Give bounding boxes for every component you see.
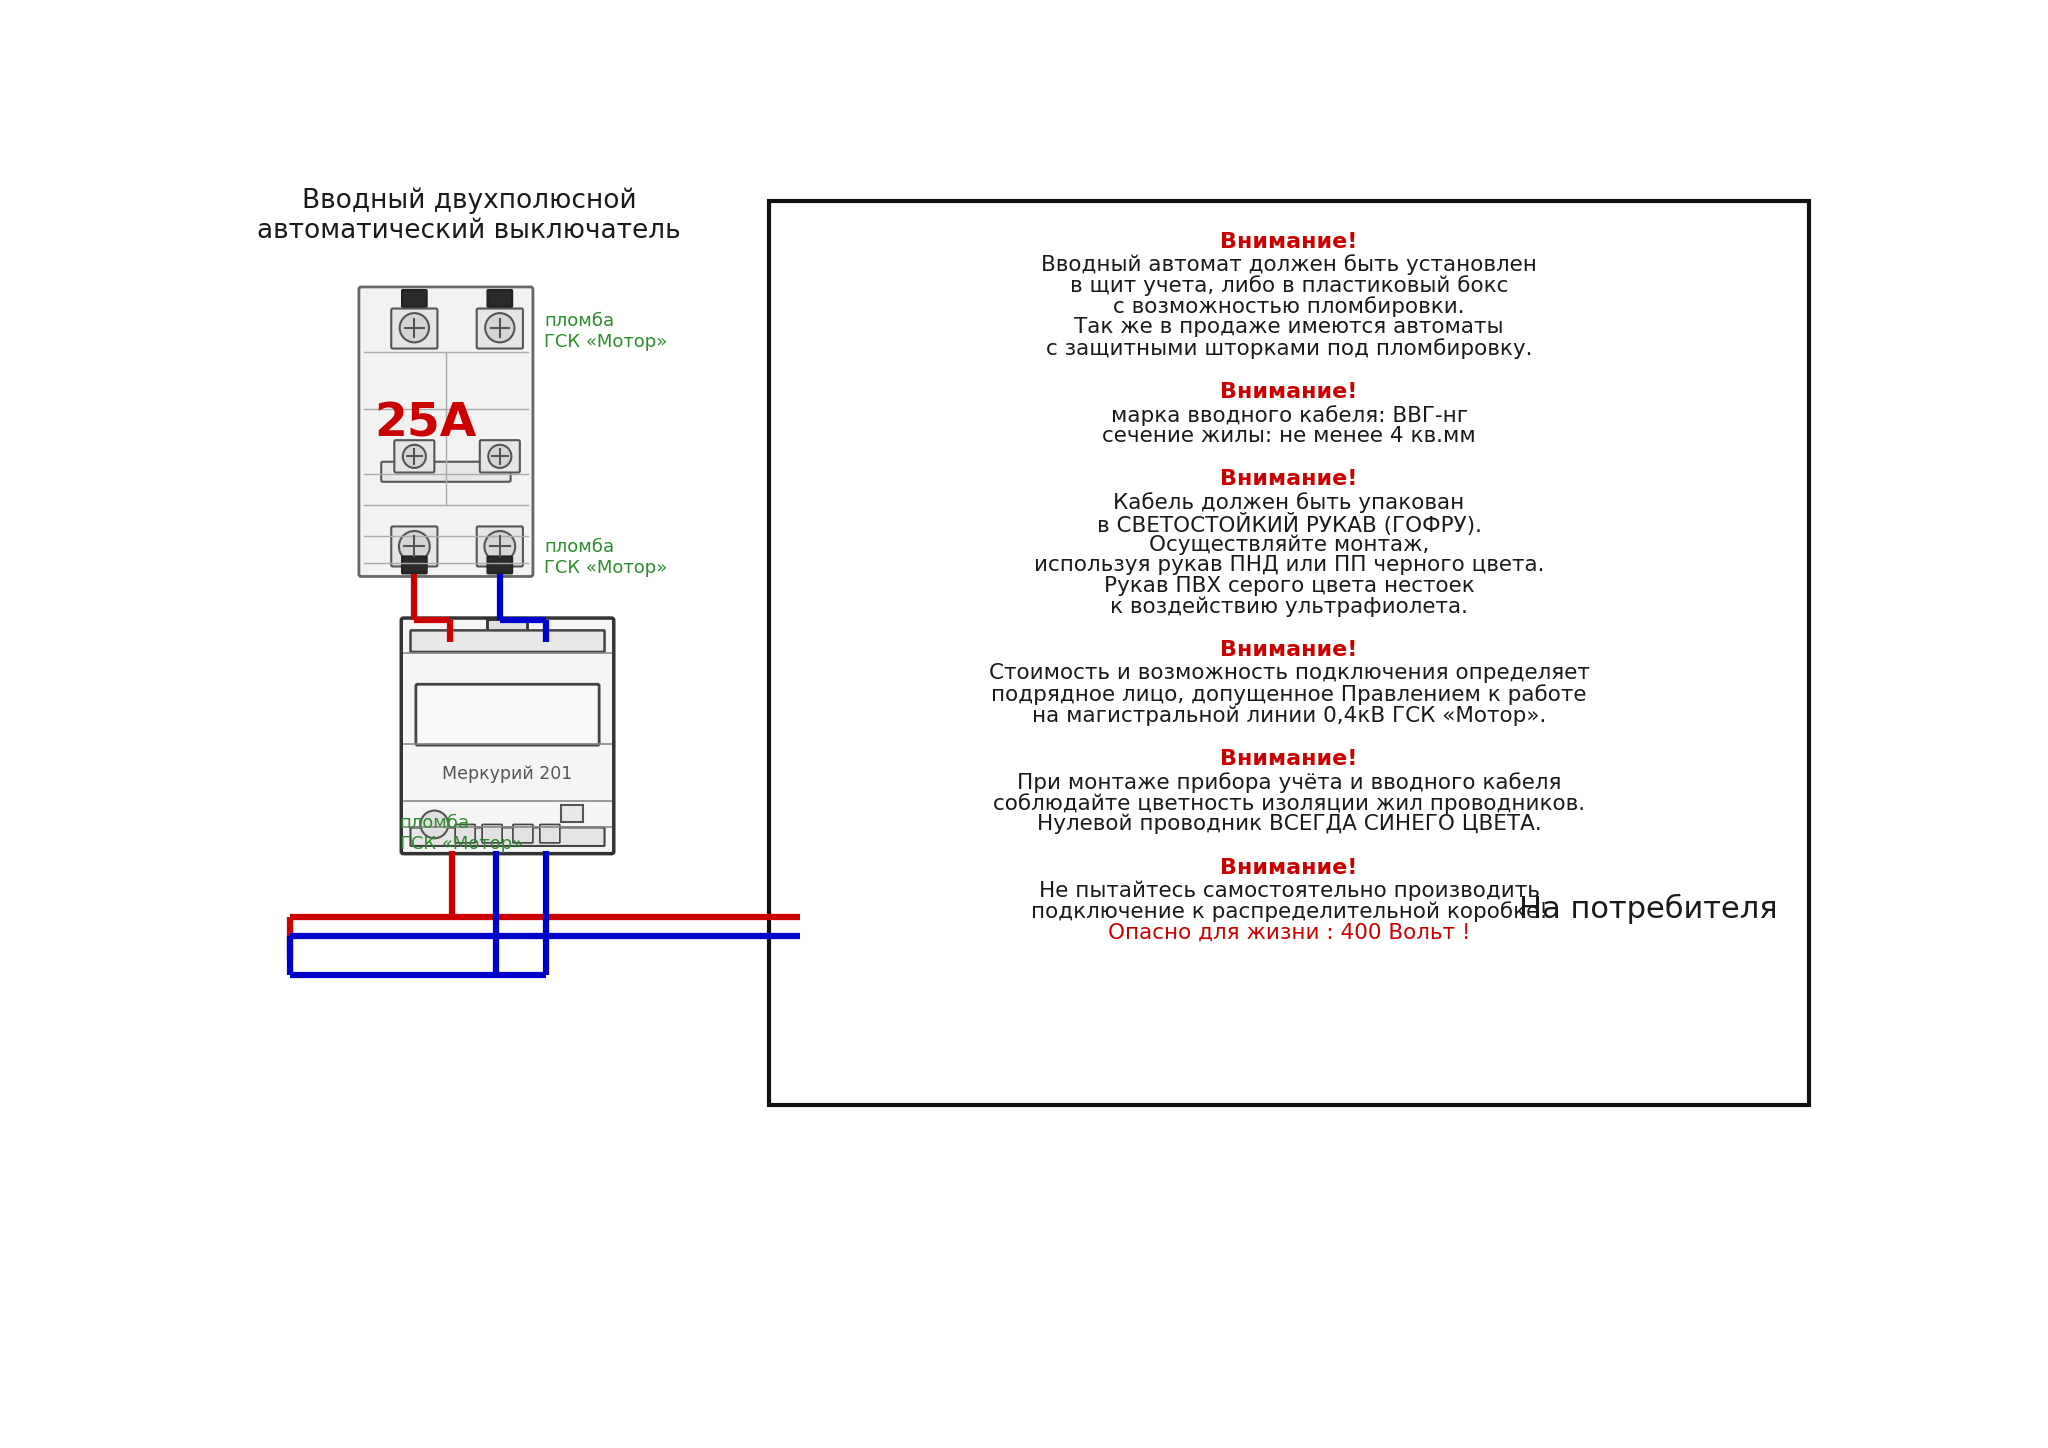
- Text: соблюдайте цветность изоляции жил проводников.: соблюдайте цветность изоляции жил провод…: [993, 794, 1585, 814]
- Text: пломба
ГСК «Мотор»: пломба ГСК «Мотор»: [545, 537, 668, 576]
- FancyBboxPatch shape: [410, 630, 604, 652]
- Text: пломба
ГСК «Мотор»: пломба ГСК «Мотор»: [545, 313, 668, 350]
- FancyBboxPatch shape: [395, 440, 434, 472]
- Text: Внимание!: Внимание!: [1221, 232, 1358, 252]
- FancyBboxPatch shape: [381, 462, 510, 482]
- Text: Внимание!: Внимание!: [1221, 640, 1358, 660]
- Circle shape: [403, 445, 426, 468]
- FancyBboxPatch shape: [477, 308, 522, 349]
- Text: 25А: 25А: [375, 401, 477, 446]
- FancyBboxPatch shape: [401, 290, 426, 307]
- FancyBboxPatch shape: [512, 824, 532, 843]
- Text: в щит учета, либо в пластиковый бокс: в щит учета, либо в пластиковый бокс: [1069, 275, 1507, 297]
- Text: Так же в продаже имеются автоматы: Так же в продаже имеются автоматы: [1075, 317, 1503, 337]
- Text: Не пытайтесь самостоятельно производить: Не пытайтесь самостоятельно производить: [1038, 880, 1540, 901]
- Text: Внимание!: Внимание!: [1221, 857, 1358, 877]
- Bar: [770, 201, 1808, 1105]
- Text: марка вводного кабеля: ВВГ-нг: марка вводного кабеля: ВВГ-нг: [1110, 405, 1468, 426]
- Text: подрядное лицо, допущенное Правлением к работе: подрядное лицо, допущенное Правлением к …: [991, 685, 1587, 705]
- FancyBboxPatch shape: [416, 685, 600, 746]
- Circle shape: [487, 445, 512, 468]
- Text: сечение жилы: не менее 4 кв.мм: сечение жилы: не менее 4 кв.мм: [1102, 426, 1477, 446]
- FancyBboxPatch shape: [477, 527, 522, 566]
- Text: Кабель должен быть упакован: Кабель должен быть упакован: [1114, 492, 1464, 514]
- Text: Стоимость и возможность подключения определяет: Стоимость и возможность подключения опре…: [989, 663, 1589, 683]
- Text: Меркурий 201: Меркурий 201: [442, 766, 573, 783]
- Text: При монтаже прибора учёта и вводного кабеля: При монтаже прибора учёта и вводного каб…: [1016, 772, 1561, 794]
- FancyBboxPatch shape: [487, 290, 512, 307]
- Text: к воздействию ультрафиолета.: к воздействию ультрафиолета.: [1110, 597, 1468, 617]
- Text: Нулевой проводник ВСЕГДА СИНЕГО ЦВЕТА.: Нулевой проводник ВСЕГДА СИНЕГО ЦВЕТА.: [1036, 814, 1542, 834]
- Text: Внимание!: Внимание!: [1221, 469, 1358, 489]
- FancyBboxPatch shape: [541, 824, 559, 843]
- Text: Опасно для жизни : 400 Вольт !: Опасно для жизни : 400 Вольт !: [1108, 922, 1470, 943]
- Text: подключение к распределительной коробке!: подключение к распределительной коробке!: [1030, 902, 1548, 922]
- FancyBboxPatch shape: [401, 618, 614, 854]
- Circle shape: [485, 313, 514, 342]
- Text: Рукав ПВХ серого цвета нестоек: Рукав ПВХ серого цвета нестоек: [1104, 576, 1475, 595]
- Text: на магистральной линии 0,4кВ ГСК «Мотор».: на магистральной линии 0,4кВ ГСК «Мотор»…: [1032, 705, 1546, 725]
- Circle shape: [485, 531, 516, 562]
- FancyBboxPatch shape: [455, 824, 475, 843]
- Circle shape: [399, 313, 428, 342]
- Text: с защитными шторками под пломбировку.: с защитными шторками под пломбировку.: [1047, 337, 1532, 359]
- Circle shape: [399, 531, 430, 562]
- FancyBboxPatch shape: [358, 287, 532, 576]
- Text: Вводный автомат должен быть установлен: Вводный автомат должен быть установлен: [1040, 255, 1536, 275]
- FancyBboxPatch shape: [410, 827, 604, 846]
- Text: Осуществляйте монтаж,: Осуществляйте монтаж,: [1149, 534, 1430, 555]
- FancyBboxPatch shape: [401, 556, 426, 573]
- Text: На потребителя: На потребителя: [1520, 893, 1778, 924]
- Text: пломба
ГСК «Мотор»: пломба ГСК «Мотор»: [399, 814, 522, 853]
- Text: с возможностью пломбировки.: с возможностью пломбировки.: [1114, 297, 1464, 317]
- FancyBboxPatch shape: [479, 440, 520, 472]
- Text: Внимание!: Внимание!: [1221, 749, 1358, 769]
- FancyBboxPatch shape: [487, 620, 528, 631]
- FancyBboxPatch shape: [481, 824, 502, 843]
- Text: используя рукав ПНД или ПП черного цвета.: используя рукав ПНД или ПП черного цвета…: [1034, 555, 1544, 575]
- Circle shape: [420, 811, 449, 838]
- Text: в СВЕТОСТОЙКИЙ РУКАВ (ГОФРУ).: в СВЕТОСТОЙКИЙ РУКАВ (ГОФРУ).: [1096, 514, 1481, 536]
- Bar: [561, 805, 584, 822]
- FancyBboxPatch shape: [391, 308, 438, 349]
- Text: Вводный двухполюсной
автоматический выключатель: Вводный двухполюсной автоматический выкл…: [258, 188, 680, 245]
- Text: Внимание!: Внимание!: [1221, 382, 1358, 401]
- FancyBboxPatch shape: [487, 556, 512, 573]
- FancyBboxPatch shape: [391, 527, 438, 566]
